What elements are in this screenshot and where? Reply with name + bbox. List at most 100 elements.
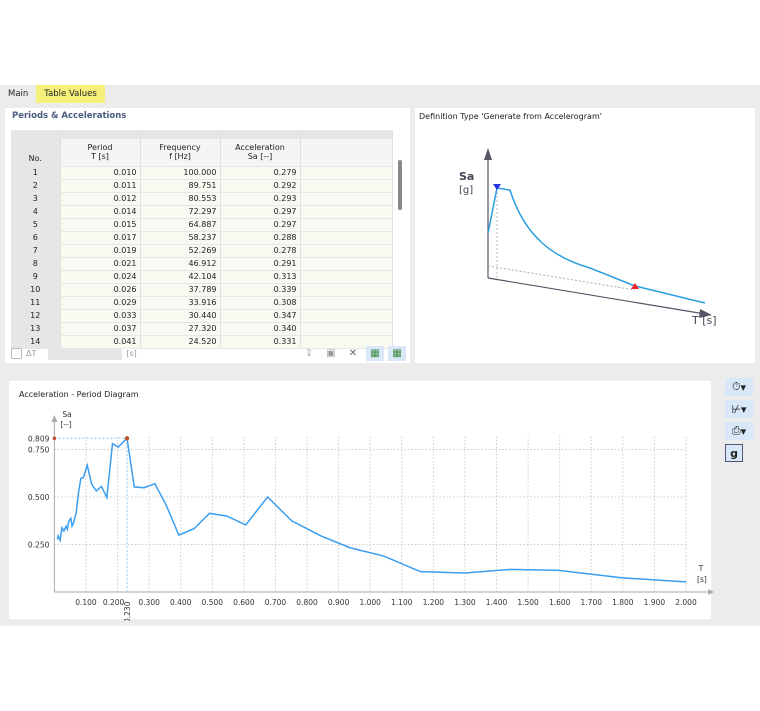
table-row[interactable]: 3 0.012 80.553 0.293 bbox=[11, 192, 393, 206]
acceleration-cell[interactable]: 0.292 bbox=[220, 179, 301, 193]
period-cell[interactable]: 0.017 bbox=[60, 231, 141, 245]
x-tick-label: 1.200 bbox=[423, 598, 445, 607]
frequency-cell[interactable]: 52.269 bbox=[140, 244, 221, 258]
frequency-cell[interactable]: 64.887 bbox=[140, 218, 221, 232]
frequency-cell[interactable]: 42.104 bbox=[140, 270, 221, 284]
x-tick-label: 0.300 bbox=[138, 598, 160, 607]
tab-main[interactable]: Main bbox=[8, 89, 29, 99]
frequency-cell[interactable]: 30.440 bbox=[140, 309, 221, 323]
excel-import-icon[interactable]: ▦ bbox=[388, 346, 406, 361]
frequency-cell[interactable]: 100.000 bbox=[140, 166, 221, 180]
table-scrollbar[interactable] bbox=[398, 160, 402, 210]
table-row[interactable]: 12 0.033 30.440 0.347 bbox=[11, 309, 393, 323]
import-icon[interactable]: ⇪ bbox=[304, 348, 314, 359]
y-tick-label: 0.250 bbox=[28, 541, 50, 550]
period-cell[interactable]: 0.029 bbox=[60, 296, 141, 310]
data-point bbox=[100, 485, 103, 487]
table-row[interactable]: 4 0.014 72.297 0.297 bbox=[11, 205, 393, 219]
table-row[interactable]: 8 0.021 46.912 0.291 bbox=[11, 257, 393, 271]
acceleration-cell[interactable]: 0.308 bbox=[220, 296, 301, 310]
period-cell[interactable]: 0.010 bbox=[60, 166, 141, 180]
acceleration-cell[interactable]: 0.291 bbox=[220, 257, 301, 271]
period-cell[interactable]: 0.024 bbox=[60, 270, 141, 284]
period-cell[interactable]: 0.019 bbox=[60, 244, 141, 258]
acceleration-cell[interactable]: 0.297 bbox=[220, 218, 301, 232]
frequency-cell[interactable]: 58.237 bbox=[140, 231, 221, 245]
acceleration-cell[interactable]: 0.331 bbox=[220, 335, 301, 349]
data-point bbox=[71, 525, 73, 527]
table-row[interactable]: 14 0.041 24.520 0.331 bbox=[11, 335, 393, 349]
table-row[interactable]: 11 0.029 33.916 0.308 bbox=[11, 296, 393, 310]
data-point bbox=[57, 535, 59, 537]
view-options-button[interactable]: ⏱ ▾ bbox=[725, 378, 753, 396]
period-cell[interactable]: 0.033 bbox=[60, 309, 141, 323]
print-button[interactable]: ⎙ ▾ bbox=[725, 422, 753, 440]
row-no: 11 bbox=[11, 296, 61, 310]
table-row[interactable]: 6 0.017 58.237 0.288 bbox=[11, 231, 393, 245]
table-row[interactable]: 2 0.011 89.751 0.292 bbox=[11, 179, 393, 193]
period-cell[interactable]: 0.037 bbox=[60, 322, 141, 336]
max-sa-marker bbox=[52, 436, 57, 441]
frequency-cell[interactable]: 24.520 bbox=[140, 335, 221, 349]
data-point bbox=[91, 483, 93, 485]
acceleration-cell[interactable]: 0.347 bbox=[220, 309, 301, 323]
x-tick-label: 0.100 bbox=[75, 598, 97, 607]
x-tick-label: 2.000 bbox=[675, 598, 697, 607]
data-point bbox=[620, 577, 623, 579]
x-axis-arrow bbox=[708, 589, 713, 595]
data-point bbox=[78, 490, 80, 492]
frequency-cell[interactable]: 72.297 bbox=[140, 205, 221, 219]
delta-t-checkbox[interactable] bbox=[11, 348, 22, 359]
x-tick-label: 1.600 bbox=[549, 598, 571, 607]
excel-export-icon[interactable]: ▦ bbox=[366, 346, 384, 361]
frequency-cell[interactable]: 80.553 bbox=[140, 192, 221, 206]
delta-t-unit: [s] bbox=[126, 349, 137, 358]
data-point bbox=[154, 483, 156, 485]
period-cell[interactable]: 0.026 bbox=[60, 283, 141, 297]
axis-options-button[interactable]: ⊬ ▾ bbox=[725, 400, 753, 418]
diagram-toolbar: ⏱ ▾ ⊬ ▾ ⎙ ▾ g bbox=[725, 378, 753, 466]
acceleration-cell[interactable]: 0.339 bbox=[220, 283, 301, 297]
period-cell[interactable]: 0.012 bbox=[60, 192, 141, 206]
table-row[interactable]: 1 0.010 100.000 0.279 bbox=[11, 166, 393, 180]
data-point bbox=[63, 530, 65, 532]
period-cell[interactable]: 0.015 bbox=[60, 218, 141, 232]
data-point bbox=[245, 524, 247, 526]
frequency-cell[interactable]: 37.789 bbox=[140, 283, 221, 297]
table-row[interactable]: 9 0.024 42.104 0.313 bbox=[11, 270, 393, 284]
acceleration-cell[interactable]: 0.293 bbox=[220, 192, 301, 206]
acceleration-cell[interactable]: 0.288 bbox=[220, 231, 301, 245]
delete-icon[interactable]: ✕ bbox=[348, 348, 358, 359]
frequency-cell[interactable]: 27.320 bbox=[140, 322, 221, 336]
save-icon[interactable]: ▣ bbox=[326, 348, 336, 359]
table-row[interactable]: 5 0.015 64.887 0.297 bbox=[11, 218, 393, 232]
data-point bbox=[383, 555, 385, 557]
row-no: 4 bbox=[11, 205, 61, 219]
data-point bbox=[586, 573, 589, 575]
table-row[interactable]: 7 0.019 52.269 0.278 bbox=[11, 244, 393, 258]
period-cell[interactable]: 0.011 bbox=[60, 179, 141, 193]
table-row[interactable]: 13 0.037 27.320 0.340 bbox=[11, 322, 393, 336]
acceleration-cell[interactable]: 0.279 bbox=[220, 166, 301, 180]
tab-table-values[interactable]: Table Values bbox=[36, 85, 105, 103]
data-point bbox=[266, 496, 269, 498]
data-point bbox=[557, 569, 560, 571]
g-units-button[interactable]: g bbox=[725, 444, 743, 462]
acceleration-cell[interactable]: 0.313 bbox=[220, 270, 301, 284]
delta-t-input[interactable] bbox=[48, 347, 123, 360]
acceleration-cell[interactable]: 0.278 bbox=[220, 244, 301, 258]
x-tick-label: 0.400 bbox=[170, 598, 192, 607]
period-cell[interactable]: 0.021 bbox=[60, 257, 141, 271]
frequency-cell[interactable]: 46.912 bbox=[140, 257, 221, 271]
frequency-cell[interactable]: 33.916 bbox=[140, 296, 221, 310]
period-cell[interactable]: 0.014 bbox=[60, 205, 141, 219]
data-point bbox=[143, 487, 145, 489]
x-tick-label: 1.400 bbox=[486, 598, 508, 607]
acceleration-cell[interactable]: 0.340 bbox=[220, 322, 301, 336]
data-point bbox=[208, 512, 211, 514]
acceleration-cell[interactable]: 0.297 bbox=[220, 205, 301, 219]
table-row[interactable]: 10 0.026 37.789 0.339 bbox=[11, 283, 393, 297]
frequency-cell[interactable]: 89.751 bbox=[140, 179, 221, 193]
x-axis-label: T bbox=[698, 564, 704, 573]
row-no: 10 bbox=[11, 283, 61, 297]
